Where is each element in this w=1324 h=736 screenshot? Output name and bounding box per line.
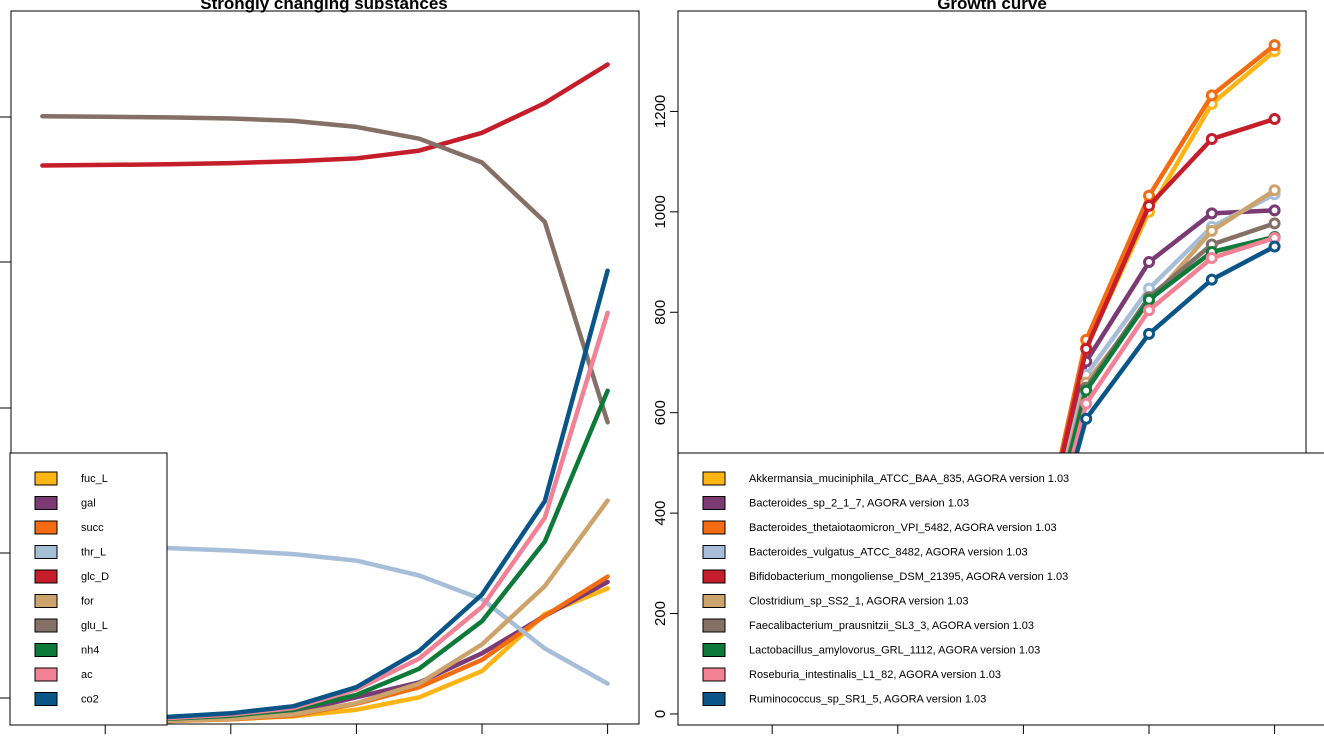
legend-label: co2 xyxy=(81,694,99,706)
data-point-gal xyxy=(1205,207,1218,220)
data-point-succ xyxy=(1205,89,1218,102)
series-line-glc_D xyxy=(40,62,610,168)
legend-label: Bacteroides_vulgatus_ATCC_8482, AGORA ve… xyxy=(749,547,1028,559)
legend-key-fuc_L xyxy=(702,471,726,486)
legend-label: Clostridium_sp_SS2_1, AGORA version 1.03 xyxy=(749,596,969,608)
y-tick-label: 200 xyxy=(652,601,669,626)
legend-label: Akkermansia_muciniphila_ATCC_BAA_835, AG… xyxy=(749,473,1069,485)
legend-key-succ xyxy=(34,520,58,535)
legend-key-succ xyxy=(702,520,726,535)
data-point-co2 xyxy=(1143,327,1155,340)
legend-label: glu_L xyxy=(81,620,108,632)
legend-key-nh4 xyxy=(34,643,58,657)
legend-box xyxy=(9,452,168,726)
y-tick-label: 0 xyxy=(652,710,669,718)
legend-label: Roseburia_intestinalis_L1_82, AGORA vers… xyxy=(749,669,1001,681)
legend-label: Lactobacillus_amylovorus_GRL_1112, AGORA… xyxy=(749,645,1040,657)
data-point-glc_D xyxy=(1268,112,1281,125)
series-line-glu_L xyxy=(40,113,610,425)
legend-key-glc_D xyxy=(34,569,58,584)
legend-label: thr_L xyxy=(81,547,106,559)
legend-key-nh4 xyxy=(702,643,726,657)
data-point-succ xyxy=(1268,39,1281,52)
left-chart-title: Strongly changing substances xyxy=(200,0,448,13)
y-tick-label: 1000 xyxy=(652,195,669,228)
legend-label: ac xyxy=(81,669,93,681)
data-point-nh4 xyxy=(1143,293,1155,306)
legend-key-co2 xyxy=(702,692,726,706)
legend-key-ac xyxy=(34,667,58,682)
legend-label: glc_D xyxy=(81,571,109,583)
legend-key-for xyxy=(702,594,726,608)
data-point-glc_D xyxy=(1080,342,1093,355)
legend-label: gal xyxy=(81,498,96,510)
data-point-glu_L xyxy=(1268,217,1281,230)
y-tick-label: 400 xyxy=(652,501,669,526)
legend-label: succ xyxy=(81,522,104,534)
data-point-ac xyxy=(1205,252,1218,265)
data-point-co2 xyxy=(1080,412,1093,425)
legend-key-glu_L xyxy=(34,618,58,633)
legend-key-gal xyxy=(34,496,58,510)
data-point-ac xyxy=(1080,397,1093,410)
legend-key-glu_L xyxy=(702,618,726,633)
data-point-co2 xyxy=(1268,240,1281,253)
legend-label: Bacteroides_thetaiotaomicron_VPI_5482, A… xyxy=(749,522,1057,534)
legend-key-for xyxy=(34,594,58,608)
legend-label: Faecalibacterium_prausnitzii_SL3_3, AGOR… xyxy=(749,620,1034,632)
data-point-for xyxy=(1268,184,1281,197)
legend-key-ac xyxy=(702,667,726,682)
plot-frame xyxy=(10,10,640,725)
data-point-glc_D xyxy=(1143,199,1155,212)
legend-key-co2 xyxy=(34,692,58,706)
y-tick-label: 1200 xyxy=(652,95,669,128)
legend-box xyxy=(677,452,1324,726)
data-point-nh4 xyxy=(1080,384,1093,397)
legend-label: Bifidobacterium_mongoliense_DSM_21395, A… xyxy=(749,571,1068,583)
data-point-ac xyxy=(1143,304,1155,317)
data-point-gal xyxy=(1268,204,1281,217)
legend-key-thr_L xyxy=(34,545,58,559)
legend-key-thr_L xyxy=(702,545,726,559)
data-point-gal xyxy=(1143,256,1155,269)
legend-label: fuc_L xyxy=(81,473,108,485)
legend-label: for xyxy=(81,596,94,608)
data-point-co2 xyxy=(1205,273,1218,286)
legend-key-glc_D xyxy=(702,569,726,584)
right-chart-panel: Growth curve 0 200 400 600 800 1000 1200 Akkerm… xyxy=(652,0,1324,734)
legend-label: nh4 xyxy=(81,645,99,657)
legend-key-gal xyxy=(702,496,726,510)
legend-label: Bacteroides_sp_2_1_7, AGORA version 1.03 xyxy=(749,498,969,510)
legend: Akkermansia_muciniphila_ATCC_BAA_835, AG… xyxy=(677,452,1324,726)
y-tick-label: 600 xyxy=(652,400,669,425)
y-tick-label: 800 xyxy=(652,300,669,325)
right-chart-title: Growth curve xyxy=(937,0,1047,13)
data-point-succ xyxy=(1143,189,1155,202)
data-point-glc_D xyxy=(1205,133,1218,146)
data-point-for xyxy=(1205,224,1218,237)
legend-key-fuc_L xyxy=(34,471,58,486)
legend-label: Ruminococcus_sp_SR1_5, AGORA version 1.0… xyxy=(749,694,986,706)
